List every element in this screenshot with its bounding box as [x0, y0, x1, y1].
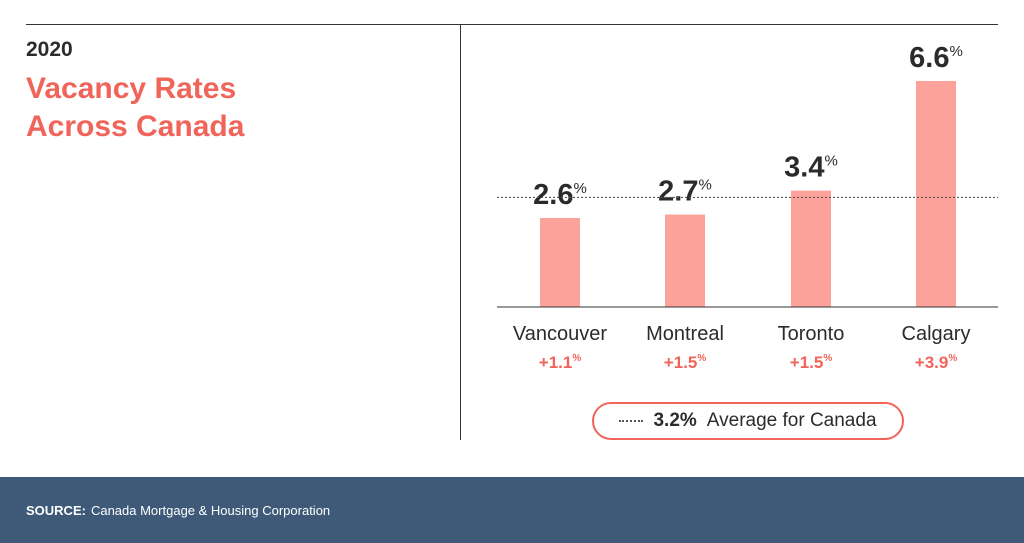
average-legend: 3.2% Average for Canada	[592, 402, 904, 440]
data-label-vancouver: 2.6%	[533, 179, 587, 211]
change-label-calgary: +3.9%	[915, 353, 958, 372]
top-rule	[26, 24, 998, 25]
chart-title-line-1: Vacancy Rates	[26, 72, 237, 105]
data-label-montreal: 2.7%	[658, 176, 712, 208]
change-label-toronto: +1.5%	[790, 353, 833, 372]
bar-calgary	[916, 81, 956, 307]
data-label-toronto: 3.4%	[784, 152, 838, 184]
x-tick-label-montreal: Montreal	[646, 323, 724, 345]
bar-toronto	[791, 190, 831, 307]
bar-chart: 2.6% Vancouver +1.1% 2.7% Montreal +1.5% 3.4% T…	[497, 42, 998, 372]
change-label-vancouver: +1.1%	[539, 353, 582, 372]
legend-dotted-line-icon	[619, 420, 644, 422]
footer-bar: SOURCE: Canada Mortgage & Housing Corpor…	[0, 477, 1024, 543]
source-label: SOURCE:	[26, 502, 86, 518]
legend-average-label: Average for Canada	[706, 410, 877, 431]
bar-montreal	[665, 214, 705, 307]
chart-title-line-2: Across Canada	[26, 110, 245, 143]
x-tick-label-toronto: Toronto	[778, 323, 845, 345]
legend-average-value: 3.2%	[653, 410, 697, 431]
x-tick-label-vancouver: Vancouver	[513, 323, 607, 345]
source-text: Canada Mortgage & Housing Corporation	[90, 502, 331, 518]
chart-title: Vacancy Rates Across Canada	[26, 70, 446, 146]
vertical-divider	[460, 24, 461, 440]
change-label-montreal: +1.5%	[664, 353, 707, 372]
x-tick-label-calgary: Calgary	[902, 323, 971, 345]
bar-vancouver	[540, 217, 580, 307]
data-label-calgary: 6.6%	[909, 42, 963, 74]
chart-year: 2020	[26, 38, 73, 61]
